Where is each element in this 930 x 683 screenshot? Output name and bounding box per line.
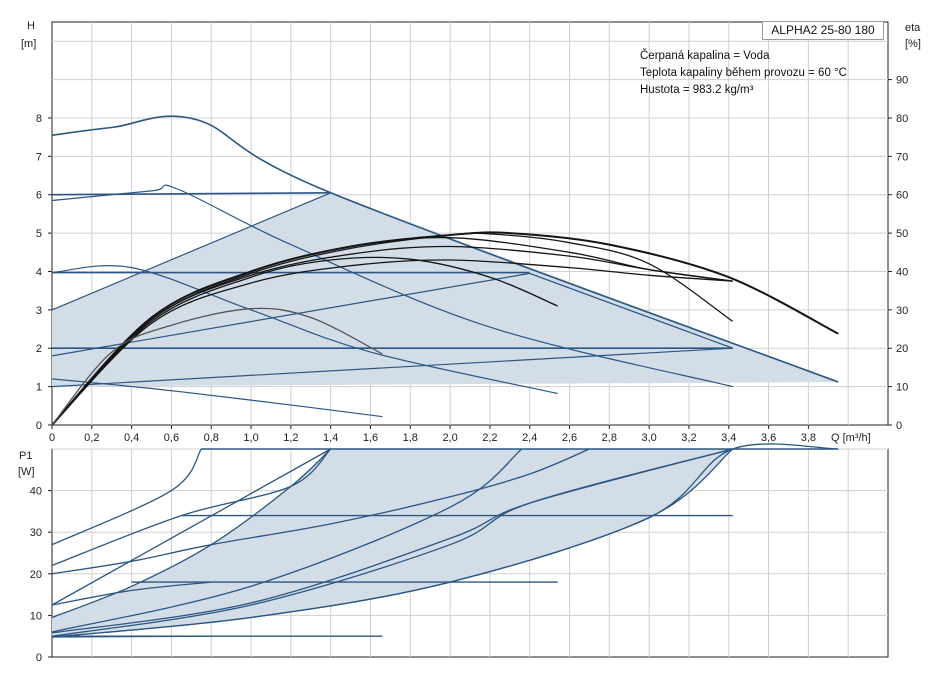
pump-curve-speed_1 — [51, 378, 383, 418]
efficiency-curve-eta_f — [51, 307, 383, 426]
y2-tick-label: 60 — [896, 190, 908, 202]
power-curves — [51, 443, 839, 638]
efficiency-curve-eta_d — [51, 236, 733, 426]
x-tick-label: 3,6 — [761, 432, 776, 444]
y2-tick-label: 50 — [896, 228, 908, 240]
y-tick-label: 3 — [36, 305, 42, 317]
x-tick-label: 1,2 — [283, 432, 298, 444]
y-tick-label: 5 — [36, 228, 42, 240]
pump-curve-max — [51, 115, 839, 383]
y2-tick-label: 10 — [896, 382, 908, 394]
y-axis-label-h: H — [27, 20, 35, 32]
y-axis-unit-m: [m] — [21, 38, 36, 50]
power-curve-rise_a — [51, 448, 202, 546]
info-density: Hustota = 983.2 kg/m³ — [640, 84, 754, 96]
x-tick-label: 2,6 — [562, 432, 577, 444]
efficiency-curve-eta_b — [51, 256, 558, 426]
y-tick-label: 2 — [36, 343, 42, 355]
x-tick-label: 2,4 — [522, 432, 537, 444]
y-tick-label: 4 — [36, 266, 42, 278]
power-y-tick-label: 30 — [30, 527, 42, 539]
y-axis-label-eta: eta — [905, 22, 921, 34]
power-operating-area — [52, 449, 839, 637]
pump-curve-speed_3 — [51, 265, 558, 395]
y-tick-label: 1 — [36, 382, 42, 394]
power-axis-unit-w: [W] — [18, 466, 35, 478]
x-tick-label: 3,4 — [721, 432, 736, 444]
power-y-axis-ticks: 0 10 20 30 40 — [30, 486, 52, 664]
x-axis-label: Q [m³/h] — [831, 432, 871, 444]
power-axis-label-p1: P1 — [19, 450, 32, 462]
y-tick-label: 7 — [36, 151, 42, 163]
efficiency-curve-eta_e — [51, 259, 733, 426]
x-axis-ticks: 0 0,2 0,4 0,6 0,8 1,0 1,2 1,4 1,6 1,8 2,0 2,2 2,4 2,6… — [49, 425, 816, 444]
x-tick-label: 0,4 — [124, 432, 139, 444]
power-curve-cp_6 — [51, 448, 332, 606]
power-curve-pp_low — [51, 448, 734, 638]
y2-tick-label: 30 — [896, 305, 908, 317]
y-tick-label: 8 — [36, 113, 42, 125]
power-curve-cp_4 — [51, 448, 523, 633]
x-tick-label: 2,8 — [602, 432, 617, 444]
pump-model-label: ALPHA2 25-80 180 — [762, 21, 884, 40]
y-axis-unit-percent: [%] — [905, 38, 921, 50]
y-tick-label: 0 — [36, 420, 42, 432]
power-y-tick-label: 40 — [30, 486, 42, 498]
operating-area — [52, 192, 839, 387]
x-tick-label: 1,0 — [243, 432, 258, 444]
y2-tick-label: 20 — [896, 343, 908, 355]
x-tick-label: 2,2 — [482, 432, 497, 444]
x-tick-label: 0,8 — [204, 432, 219, 444]
y2-tick-label: 0 — [896, 420, 902, 432]
pump-curve-pp_low — [51, 347, 733, 388]
power-curve-speed_3 — [51, 581, 212, 606]
x-tick-label: 3,0 — [641, 432, 656, 444]
pump-curves — [51, 115, 839, 418]
pump-curve-cp_6 — [51, 192, 331, 196]
x-tick-label: 3,8 — [801, 432, 816, 444]
power-y-tick-label: 10 — [30, 610, 42, 622]
efficiency-curves — [51, 231, 839, 426]
power-y-tick-label: 20 — [30, 569, 42, 581]
x-tick-label: 1,4 — [323, 432, 338, 444]
info-temperature: Teplota kapaliny během provozu = 60 °C — [640, 67, 847, 79]
x-tick-label: 0 — [49, 432, 55, 444]
y2-tick-label: 90 — [896, 75, 908, 87]
power-y-tick-label: 0 — [36, 652, 42, 664]
head-panel: 0 0,2 0,4 0,6 0,8 1,0 1,2 1,4 1,6 1,8 2,0 2,2 2,4 2,6… — [21, 20, 921, 444]
y2-tick-label: 40 — [896, 266, 908, 278]
info-fluid: Čerpaná kapalina = Voda — [640, 49, 770, 62]
y-axis-ticks-left: 0 1 2 3 4 5 6 7 8 — [36, 113, 52, 432]
x-tick-label: 1,8 — [403, 432, 418, 444]
x-tick-label: 3,2 — [681, 432, 696, 444]
pump-curve-pp_high — [51, 192, 331, 311]
power-panel: 0 10 20 30 40 P1 [W] — [18, 443, 889, 664]
x-tick-label: 2,0 — [442, 432, 457, 444]
y-tick-label: 6 — [36, 190, 42, 202]
x-tick-label: 0,2 — [84, 432, 99, 444]
power-curve-cp_2 — [51, 448, 733, 637]
x-tick-label: 0,6 — [164, 432, 179, 444]
y2-tick-label: 80 — [896, 113, 908, 125]
y-axis-ticks-right: 0 10 20 30 40 50 60 70 80 90 — [888, 75, 908, 432]
pump-curve-speed_2 — [51, 184, 733, 388]
power-curve-rise_b — [51, 448, 332, 567]
power-curve-speed_2 — [51, 448, 590, 575]
x-tick-label: 1,6 — [363, 432, 378, 444]
y2-tick-label: 70 — [896, 151, 908, 163]
